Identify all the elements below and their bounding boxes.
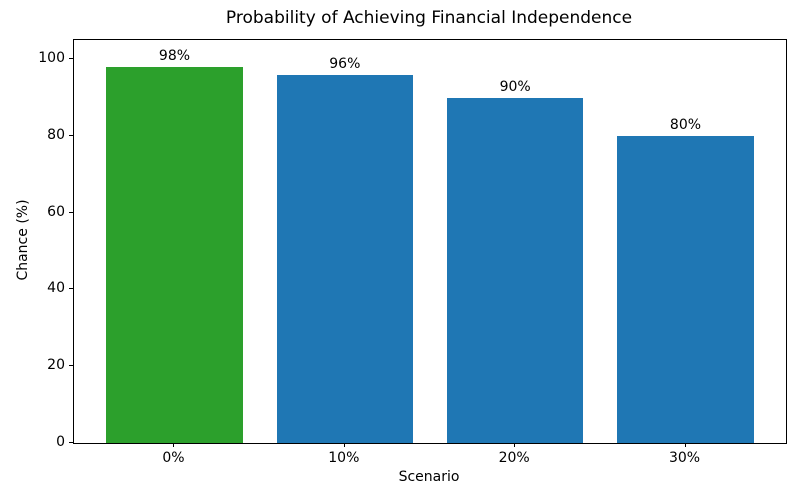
bar <box>276 74 413 443</box>
bar-value-label: 90% <box>499 78 531 95</box>
y-tick-label: 60 <box>47 203 65 220</box>
y-tick-label: 40 <box>47 280 65 297</box>
x-tick-mark <box>173 443 175 447</box>
y-tick-mark <box>69 365 73 367</box>
y-tick-label: 100 <box>38 50 65 67</box>
bar-value-label: 96% <box>329 55 361 72</box>
y-tick-mark <box>69 134 73 136</box>
bar <box>617 135 754 443</box>
x-tick-mark <box>343 443 345 447</box>
x-tick-mark <box>684 443 686 447</box>
x-axis-label: Scenario <box>398 469 460 485</box>
y-tick-mark <box>69 288 73 290</box>
bar <box>447 97 584 443</box>
plot-area: 98% 96% 90% 80% <box>73 39 787 444</box>
bar-value-label: 98% <box>158 47 191 64</box>
y-tick-label: 0 <box>56 434 65 450</box>
x-tick-mark <box>514 443 516 447</box>
x-tick-label: 20% <box>498 450 530 466</box>
x-tick-label: 10% <box>328 450 360 466</box>
y-tick-label: 20 <box>47 357 65 374</box>
bar-value-label: 80% <box>669 116 702 133</box>
y-tick-mark <box>69 58 73 60</box>
y-tick-mark <box>69 211 73 213</box>
chart-title: Probability of Achieving Financial Indep… <box>225 8 633 28</box>
bar <box>106 66 243 443</box>
x-tick-label: 0% <box>162 450 185 466</box>
y-tick-mark <box>69 442 73 443</box>
y-tick-label: 80 <box>47 126 65 143</box>
x-tick-label: 30% <box>668 450 701 466</box>
